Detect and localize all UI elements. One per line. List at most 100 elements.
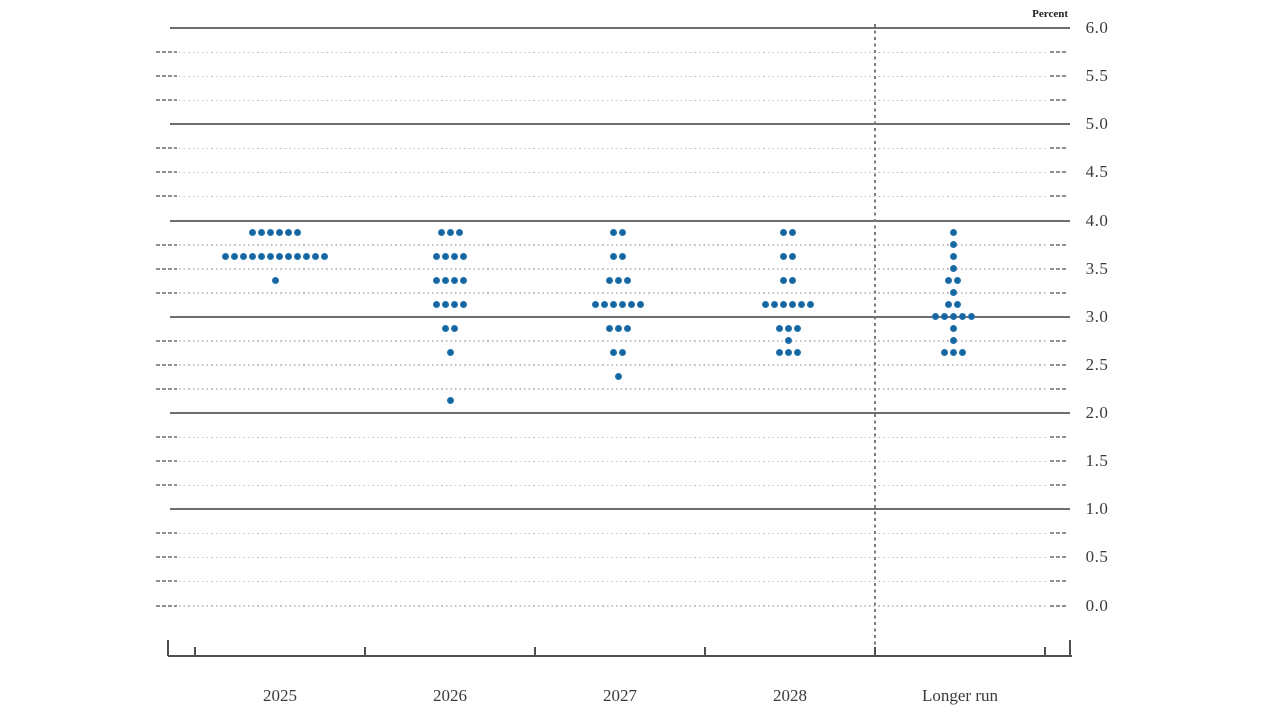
projection-dot [780,301,787,309]
gridline-left-tick [156,532,177,535]
gridline-right-tick [1050,75,1068,78]
projection-dot [784,325,792,333]
projection-dot [954,277,961,285]
gridline-dotted [179,532,1048,535]
projection-dot [619,253,626,261]
projection-dot [954,301,961,309]
projection-dot [460,301,467,309]
projection-dot [276,229,283,237]
baseline-tick [874,647,876,656]
baseline-tick [704,647,706,656]
projection-dot [623,325,631,333]
gridline-left-tick [156,604,177,607]
gridline-right-tick [1050,195,1068,198]
y-axis-label: 1.0 [1085,499,1109,519]
gridline-right-tick [1050,363,1068,366]
projection-dot [623,277,631,285]
projection-dot [940,313,948,321]
projection-dot [442,325,449,333]
projection-dot [442,253,449,261]
gridline-left-tick [156,556,177,559]
gridline-right-tick [1050,604,1068,607]
gridline-right-tick [1050,532,1068,535]
gridline-left-tick [156,339,177,342]
projection-dot [780,277,787,285]
gridline-dotted [179,436,1048,439]
y-axis-label: 4.5 [1085,162,1109,182]
projection-dot [610,229,617,237]
gridline-dotted [179,388,1048,390]
y-axis-label: 5.5 [1085,66,1109,86]
baseline-tick [1044,647,1046,656]
gridline-solid [170,315,1070,318]
projection-dot [455,229,463,237]
projection-dot [294,253,301,261]
gridline-right-tick [1050,460,1068,463]
projection-dot [222,253,229,261]
projection-dot [605,277,613,285]
projection-dot [949,313,957,321]
projection-dot [303,253,310,261]
projection-dot [601,301,608,309]
gridline-dotted [179,364,1048,366]
projection-dot [784,337,792,345]
baseline-tick [534,647,536,656]
y-axis-label: 1.5 [1085,451,1109,471]
projection-dot [967,313,975,321]
gridline-dotted [179,460,1048,463]
projection-dot [258,229,265,237]
projection-dot [446,229,454,237]
gridline-dotted [179,340,1048,342]
projection-dot [780,253,787,261]
projection-dot [433,253,440,261]
projection-dot [312,253,319,261]
projection-dot [240,253,247,261]
gridline-dotted [179,292,1048,294]
projection-dot [285,229,292,237]
gridline-dotted [179,244,1048,246]
projection-dot [267,253,274,261]
x-axis-label-2025: 2025 [263,686,297,705]
projection-dot [276,253,283,261]
projection-dot [784,349,792,357]
projection-dot [605,325,613,333]
baseline-tick [364,647,366,656]
gridline-right-tick [1050,51,1068,54]
baseline-end-tick [167,640,169,656]
gridline-right-tick [1050,243,1068,246]
gridline-right-tick [1050,580,1068,583]
projection-dot [614,325,622,333]
projection-dot [949,349,957,357]
projection-dot [614,373,622,381]
gridline-left-tick [156,460,177,463]
gridline-right-tick [1050,484,1068,487]
gridline-right-tick [1050,556,1068,559]
projection-dot [949,337,957,345]
projection-dot [793,325,801,333]
projection-dot [628,301,635,309]
gridline-left-tick [156,267,177,270]
x-axis-label-2028: 2028 [773,686,807,705]
y-axis-label: 3.0 [1085,306,1109,326]
gridline-left-tick [156,291,177,294]
projection-dot [789,229,796,237]
projection-dot [958,349,966,357]
projection-dot [437,229,445,237]
gridline-solid [170,508,1070,511]
gridline-solid [170,123,1070,126]
projection-dot [771,301,778,309]
projection-dot [762,301,769,309]
y-axis-label: 6.0 [1085,18,1109,37]
projection-dot [249,253,256,261]
projection-dot [451,325,458,333]
gridline-left-tick [156,171,177,174]
gridline-left-tick [156,484,177,487]
y-axis-label: 4.0 [1085,210,1109,230]
projection-dot [258,253,265,261]
gridline-dotted [179,605,1048,607]
projection-dot [945,301,952,309]
gridline-right-tick [1050,99,1068,102]
gridline-dotted [179,147,1048,150]
projection-dot [775,349,783,357]
gridline-left-tick [156,99,177,102]
